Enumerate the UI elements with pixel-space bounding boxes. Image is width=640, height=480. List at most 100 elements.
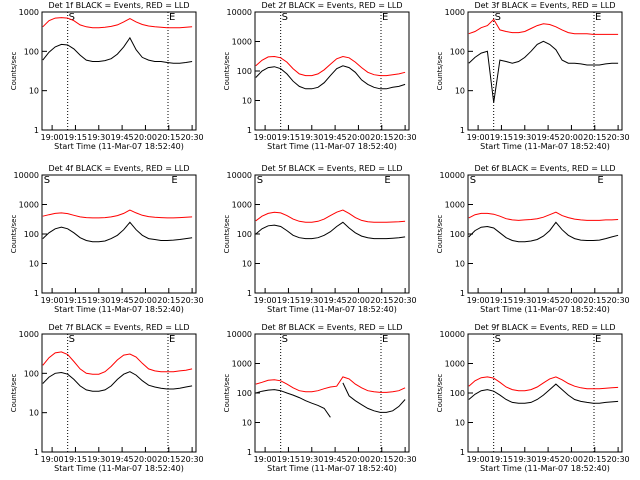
x-tick-label: 19:15 <box>277 296 300 305</box>
x-tick-label: 19:15 <box>64 296 87 305</box>
y-tick-label: 1000 <box>445 8 465 17</box>
y-tick-label: 1 <box>247 289 252 298</box>
x-tick-label: 19:00 <box>467 133 490 142</box>
series-line <box>468 383 619 404</box>
y-tick-label: 100 <box>24 47 39 56</box>
x-tick-label: 20:00 <box>347 296 370 305</box>
x-tick-label: 19:00 <box>41 133 64 142</box>
x-axis-label: Start Time (11-Mar-07 18:52:40) <box>267 305 397 314</box>
marker-label: S <box>69 334 75 345</box>
x-tick-label: 19:45 <box>111 296 134 305</box>
x-tick-label: 19:15 <box>490 455 513 464</box>
x-tick-label: 19:45 <box>111 455 134 464</box>
series-line <box>42 371 193 392</box>
series-line <box>255 376 406 393</box>
marker-label: S <box>69 12 75 23</box>
x-tick-label: 20:00 <box>560 455 583 464</box>
y-axis-label: Counts/sec <box>436 52 444 91</box>
y-tick-label: 1000 <box>445 201 465 210</box>
x-tick-label: 19:15 <box>490 296 513 305</box>
x-tick-label: 19:45 <box>324 296 347 305</box>
y-axis-label: Counts/sec <box>223 52 231 91</box>
x-tick-label: 20:30 <box>181 455 204 464</box>
marker-label: S <box>470 175 476 186</box>
y-tick-label: 10000 <box>14 171 39 180</box>
y-axis-label: Counts/sec <box>223 374 231 413</box>
series-line <box>42 36 193 64</box>
y-tick-label: 100 <box>450 230 465 239</box>
x-axis-label: Start Time (11-Mar-07 18:52:40) <box>54 464 184 473</box>
marker-label: S <box>282 334 288 345</box>
x-tick-label: 19:45 <box>537 455 560 464</box>
marker-label: E <box>597 175 603 186</box>
series-line <box>255 209 406 223</box>
x-tick-label: 19:30 <box>513 455 536 464</box>
plot-frame <box>467 174 623 294</box>
x-axis-label: Start Time (11-Mar-07 18:52:40) <box>54 305 184 314</box>
y-tick-label: 10 <box>455 87 465 96</box>
chart-title: Det 5f BLACK = Events, RED = LLD <box>261 164 402 173</box>
chart-title: Det 4f BLACK = Events, RED = LLD <box>48 164 189 173</box>
y-tick-label: 1000 <box>19 330 39 339</box>
x-tick-label: 19:30 <box>300 455 323 464</box>
series-line <box>468 211 619 221</box>
chart-title: Det 3f BLACK = Events, RED = LLD <box>474 1 615 10</box>
x-axis-label: Start Time (11-Mar-07 18:52:40) <box>480 464 610 473</box>
x-tick-label: 20:00 <box>134 455 157 464</box>
x-tick-label: 19:15 <box>277 455 300 464</box>
y-tick-label: 1000 <box>19 201 39 210</box>
series-line <box>342 382 406 413</box>
marker-label: E <box>384 175 390 186</box>
x-tick-label: 20:30 <box>394 455 417 464</box>
x-tick-label: 20:00 <box>347 455 370 464</box>
y-tick-label: 10000 <box>227 8 252 17</box>
x-tick-label: 19:45 <box>111 133 134 142</box>
y-tick-label: 1 <box>247 126 252 135</box>
marker-label: E <box>595 12 601 23</box>
chart-title: Det 6f BLACK = Events, RED = LLD <box>474 164 615 173</box>
series-line <box>255 389 331 418</box>
chart-title: Det 8f BLACK = Events, RED = LLD <box>261 323 402 332</box>
plot-frame <box>254 333 410 453</box>
x-tick-label: 19:00 <box>467 455 490 464</box>
y-tick-label: 100 <box>237 389 252 398</box>
y-tick-label: 1 <box>34 126 39 135</box>
series-line <box>42 351 193 375</box>
x-tick-label: 20:00 <box>560 133 583 142</box>
y-axis-label: Counts/sec <box>223 215 231 254</box>
y-tick-label: 10 <box>455 260 465 269</box>
x-tick-label: 19:15 <box>490 133 513 142</box>
y-tick-label: 10000 <box>227 171 252 180</box>
x-tick-label: 20:30 <box>181 296 204 305</box>
x-tick-label: 20:15 <box>370 296 393 305</box>
x-tick-label: 20:30 <box>607 133 630 142</box>
x-tick-label: 19:30 <box>300 133 323 142</box>
y-tick-label: 10 <box>29 260 39 269</box>
y-tick-label: 100 <box>237 230 252 239</box>
y-tick-label: 1000 <box>19 8 39 17</box>
x-axis-label: Start Time (11-Mar-07 18:52:40) <box>267 464 397 473</box>
chart-title: Det 7f BLACK = Events, RED = LLD <box>48 323 189 332</box>
x-tick-label: 19:15 <box>64 455 87 464</box>
y-tick-label: 10 <box>29 87 39 96</box>
y-axis-label: Counts/sec <box>436 215 444 254</box>
marker-label: S <box>495 12 501 23</box>
series-line <box>468 376 619 392</box>
y-tick-label: 10 <box>242 97 252 106</box>
y-tick-label: 1000 <box>232 201 252 210</box>
y-tick-label: 1000 <box>232 360 252 369</box>
y-tick-label: 10000 <box>440 171 465 180</box>
x-tick-label: 19:00 <box>254 455 277 464</box>
x-tick-label: 19:00 <box>254 296 277 305</box>
x-tick-label: 19:30 <box>87 296 110 305</box>
series-line <box>255 221 406 240</box>
y-axis-label: Counts/sec <box>10 215 18 254</box>
chart-title: Det 9f BLACK = Events, RED = LLD <box>474 323 615 332</box>
y-tick-label: 100 <box>237 67 252 76</box>
x-tick-label: 19:00 <box>254 133 277 142</box>
marker-label: E <box>382 12 388 23</box>
x-axis-label: Start Time (11-Mar-07 18:52:40) <box>54 142 184 151</box>
x-tick-label: 20:00 <box>134 296 157 305</box>
x-tick-label: 19:30 <box>87 455 110 464</box>
marker-label: E <box>171 175 177 186</box>
